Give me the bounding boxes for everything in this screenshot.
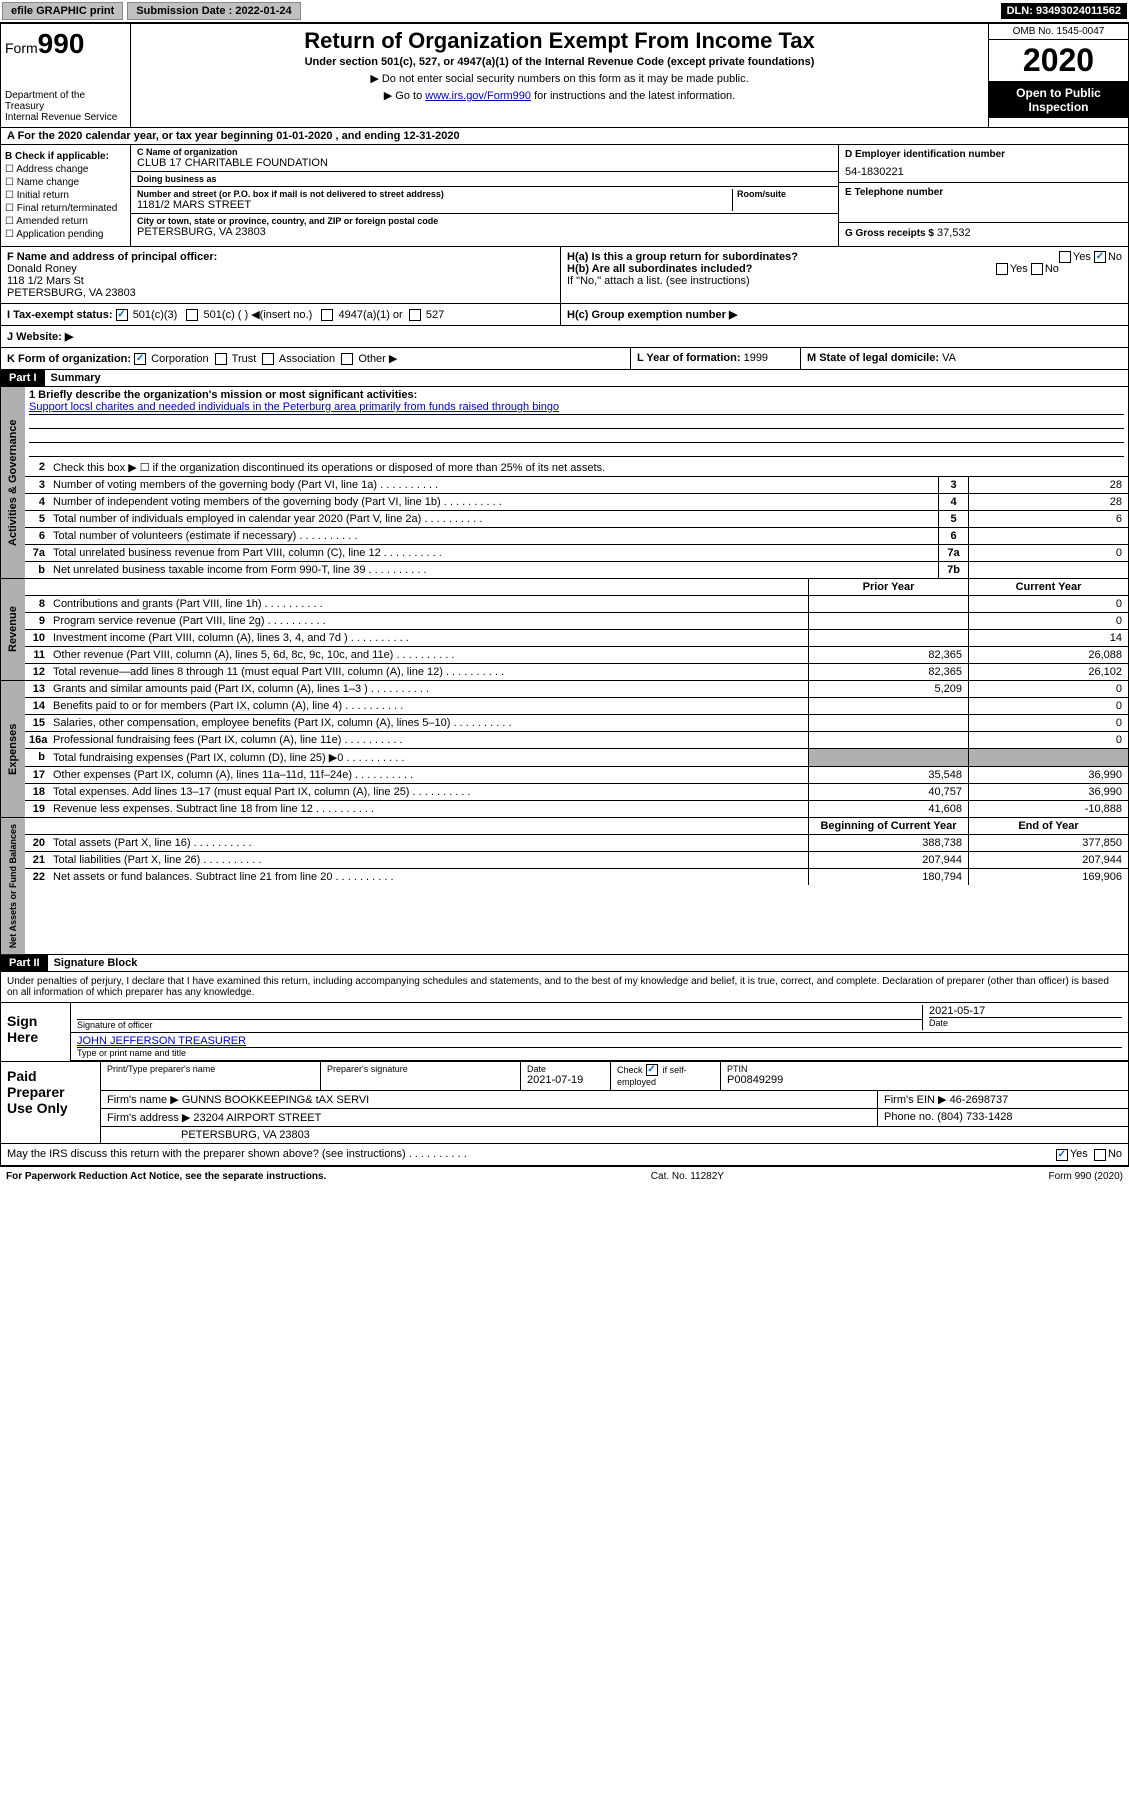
section-d-e-g: D Employer identification number 54-1830… (838, 145, 1128, 246)
perjury-text: Under penalties of perjury, I declare th… (1, 972, 1128, 1002)
sign-here: Sign Here Signature of officer 2021-05-1… (1, 1002, 1128, 1061)
efile-btn[interactable]: efile GRAPHIC print (2, 2, 123, 20)
footer: For Paperwork Reduction Act Notice, see … (0, 1166, 1129, 1186)
dln: DLN: 93493024011562 (1001, 3, 1127, 19)
discuss-row: May the IRS discuss this return with the… (1, 1143, 1128, 1164)
meta-grid: B Check if applicable: ☐ Address change … (0, 145, 1129, 247)
line-a: A For the 2020 calendar year, or tax yea… (0, 128, 1129, 145)
section-i-hc: I Tax-exempt status: 501(c)(3) 501(c) ( … (0, 304, 1129, 326)
section-c: C Name of organization CLUB 17 CHARITABL… (131, 145, 838, 246)
form-header: Form990 Department of the Treasury Inter… (0, 23, 1129, 128)
summary-net: Net Assets or Fund Balances Beginning of… (0, 818, 1129, 955)
header-left: Form990 Department of the Treasury Inter… (1, 24, 131, 127)
cat-no: Cat. No. 11282Y (651, 1171, 724, 1182)
part2-header: Part II Signature Block (0, 955, 1129, 972)
summary-governance: Activities & Governance 1 Briefly descri… (0, 387, 1129, 579)
vtab-governance: Activities & Governance (1, 387, 25, 578)
paperwork-notice: For Paperwork Reduction Act Notice, see … (6, 1171, 326, 1182)
topbar: efile GRAPHIC print Submission Date : 20… (0, 0, 1129, 23)
section-j: J Website: ▶ (0, 326, 1129, 348)
header-center: Return of Organization Exempt From Incom… (131, 24, 988, 127)
irs-link[interactable]: www.irs.gov/Form990 (425, 90, 531, 102)
section-k-l-m: K Form of organization: Corporation Trus… (0, 348, 1129, 370)
mission: 1 Briefly describe the organization's mi… (25, 387, 1128, 459)
open-inspection: Open to Public Inspection (989, 82, 1128, 118)
submission-btn[interactable]: Submission Date : 2022-01-24 (127, 2, 300, 20)
header-right: OMB No. 1545-0047 2020 Open to Public In… (988, 24, 1128, 127)
vtab-net: Net Assets or Fund Balances (1, 818, 25, 954)
omb-number: OMB No. 1545-0047 (989, 24, 1128, 40)
note-ssn: ▶ Do not enter social security numbers o… (135, 72, 984, 85)
paid-preparer: Paid Preparer Use Only Print/Type prepar… (1, 1061, 1128, 1143)
dept-label: Department of the Treasury Internal Reve… (5, 90, 126, 123)
vtab-expenses: Expenses (1, 681, 25, 817)
signature-block: Under penalties of perjury, I declare th… (0, 972, 1129, 1165)
summary-revenue: Revenue Prior YearCurrent Year 8Contribu… (0, 579, 1129, 681)
form-title: Return of Organization Exempt From Incom… (135, 28, 984, 54)
section-f-h: F Name and address of principal officer:… (0, 247, 1129, 304)
section-b: B Check if applicable: ☐ Address change … (1, 145, 131, 246)
part1-header: Part I Summary (0, 370, 1129, 387)
vtab-revenue: Revenue (1, 579, 25, 680)
note-link: ▶ Go to www.irs.gov/Form990 for instruct… (135, 89, 984, 102)
summary-expenses: Expenses 13Grants and similar amounts pa… (0, 681, 1129, 818)
form-ref: Form 990 (2020) (1049, 1171, 1123, 1182)
form-subtitle: Under section 501(c), 527, or 4947(a)(1)… (135, 56, 984, 68)
tax-year: 2020 (989, 40, 1128, 82)
